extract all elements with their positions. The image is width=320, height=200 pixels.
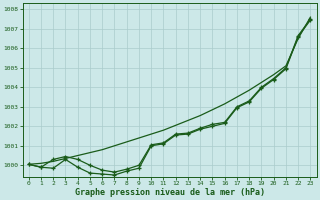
X-axis label: Graphe pression niveau de la mer (hPa): Graphe pression niveau de la mer (hPa) (75, 188, 265, 197)
